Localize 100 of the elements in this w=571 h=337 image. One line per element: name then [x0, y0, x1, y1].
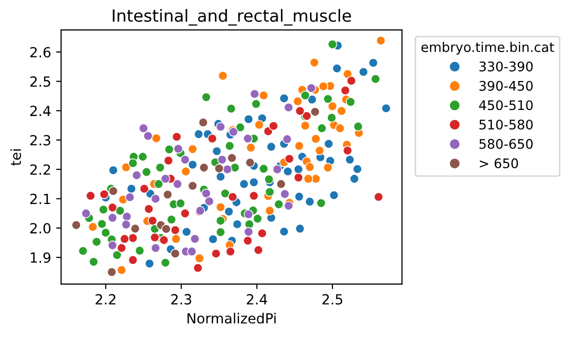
point — [227, 153, 237, 163]
point — [150, 243, 160, 253]
point — [98, 204, 108, 214]
point — [132, 170, 142, 180]
point — [326, 112, 336, 123]
point — [154, 179, 164, 189]
point — [376, 36, 386, 46]
point — [235, 122, 246, 132]
point — [324, 139, 334, 149]
x-axis-title: NormalizedPi — [188, 312, 276, 324]
point — [254, 245, 264, 255]
point — [155, 162, 165, 172]
point — [249, 190, 259, 201]
point — [257, 228, 267, 238]
point — [150, 194, 160, 204]
point — [228, 192, 238, 202]
point — [252, 214, 262, 224]
point — [222, 164, 232, 174]
point — [173, 144, 184, 154]
point — [100, 228, 111, 238]
point — [244, 219, 254, 230]
point — [346, 97, 356, 107]
point — [284, 154, 294, 164]
point — [216, 172, 226, 182]
point — [121, 162, 131, 172]
y-tick-label: 2.4 — [30, 106, 51, 116]
point — [217, 154, 227, 164]
point — [150, 232, 160, 242]
point — [268, 121, 278, 131]
point — [159, 235, 169, 245]
point — [194, 129, 204, 139]
point — [216, 227, 226, 237]
point — [162, 190, 172, 200]
x-tick-label: 2.5 — [322, 294, 342, 305]
y-tick-label: 2.6 — [30, 46, 50, 58]
point — [358, 67, 368, 77]
point — [142, 167, 152, 177]
legend-label: 330-390 — [479, 61, 533, 72]
point — [345, 154, 355, 164]
point — [316, 198, 326, 208]
point — [264, 187, 275, 197]
legend-label: 580-650 — [479, 138, 533, 149]
point — [279, 94, 289, 104]
point — [294, 192, 304, 202]
point — [264, 174, 274, 184]
point — [128, 255, 138, 265]
point — [188, 160, 198, 170]
point — [198, 118, 208, 128]
y-tick-label: 2.3 — [30, 134, 50, 146]
point — [108, 165, 118, 176]
legend-label: 510-580 — [479, 120, 533, 130]
point — [332, 64, 342, 74]
point — [318, 82, 328, 92]
point — [86, 190, 96, 201]
point — [194, 253, 204, 264]
point — [116, 243, 126, 253]
legend-label: 450-510 — [479, 100, 533, 110]
point — [283, 166, 293, 176]
point — [300, 90, 310, 100]
point — [134, 246, 145, 256]
point — [224, 206, 234, 216]
point — [250, 89, 260, 99]
point — [160, 258, 170, 268]
point — [148, 216, 158, 226]
y-axis-title: tei — [10, 149, 22, 166]
point — [280, 189, 290, 199]
point — [258, 90, 268, 100]
point — [328, 101, 338, 112]
point — [294, 141, 304, 151]
point — [304, 196, 315, 206]
point — [112, 250, 122, 260]
point — [274, 199, 284, 210]
point — [307, 94, 317, 104]
point — [204, 196, 214, 206]
point — [292, 96, 302, 106]
point — [368, 58, 378, 68]
point — [187, 246, 197, 256]
point — [180, 208, 190, 218]
point — [295, 224, 305, 234]
point — [190, 234, 200, 244]
point — [314, 146, 324, 156]
point — [172, 132, 182, 142]
point — [216, 216, 226, 226]
point — [161, 224, 171, 234]
point — [242, 134, 253, 144]
point — [193, 263, 203, 273]
point — [211, 248, 221, 258]
point — [97, 219, 107, 229]
legend-title: embryo.time.bin.cat — [421, 42, 554, 55]
point — [323, 94, 333, 104]
point — [122, 212, 132, 222]
point — [216, 202, 226, 212]
point — [294, 172, 304, 182]
point — [71, 220, 82, 230]
point — [306, 83, 316, 93]
point — [171, 234, 181, 244]
point — [381, 104, 391, 114]
point — [303, 174, 314, 184]
point — [224, 141, 234, 151]
point — [180, 154, 190, 164]
